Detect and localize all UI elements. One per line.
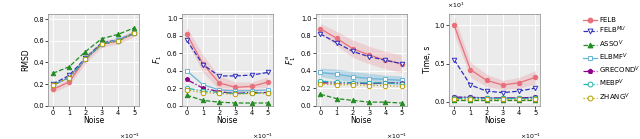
Legend: FELB, FELB$^{MU}$, ASSO$^{V}$, ELBMF$^{V}$, GRECOND$^{V}$, MEBP$^{V}$, ZHANG$^{V: FELB, FELB$^{MU}$, ASSO$^{V}$, ELBMF$^{V… — [583, 17, 640, 103]
Text: $\times10^{-1}$: $\times10^{-1}$ — [252, 131, 274, 139]
Y-axis label: $F_1^a$: $F_1^a$ — [284, 55, 298, 65]
X-axis label: Noise: Noise — [484, 116, 506, 125]
X-axis label: Noise: Noise — [217, 116, 238, 125]
Y-axis label: RMSD: RMSD — [21, 49, 31, 71]
Text: $\times10^{-1}$: $\times10^{-1}$ — [386, 131, 408, 139]
Text: $\times10^{-1}$: $\times10^{-1}$ — [520, 131, 541, 139]
Y-axis label: $F_1$: $F_1$ — [152, 55, 164, 64]
X-axis label: Noise: Noise — [351, 116, 372, 125]
Text: $\times10^{-1}$: $\times10^{-1}$ — [118, 131, 140, 139]
X-axis label: Noise: Noise — [83, 116, 104, 125]
Text: $\times10^{1}$: $\times10^{1}$ — [447, 1, 465, 10]
Y-axis label: Time, s: Time, s — [423, 46, 432, 73]
